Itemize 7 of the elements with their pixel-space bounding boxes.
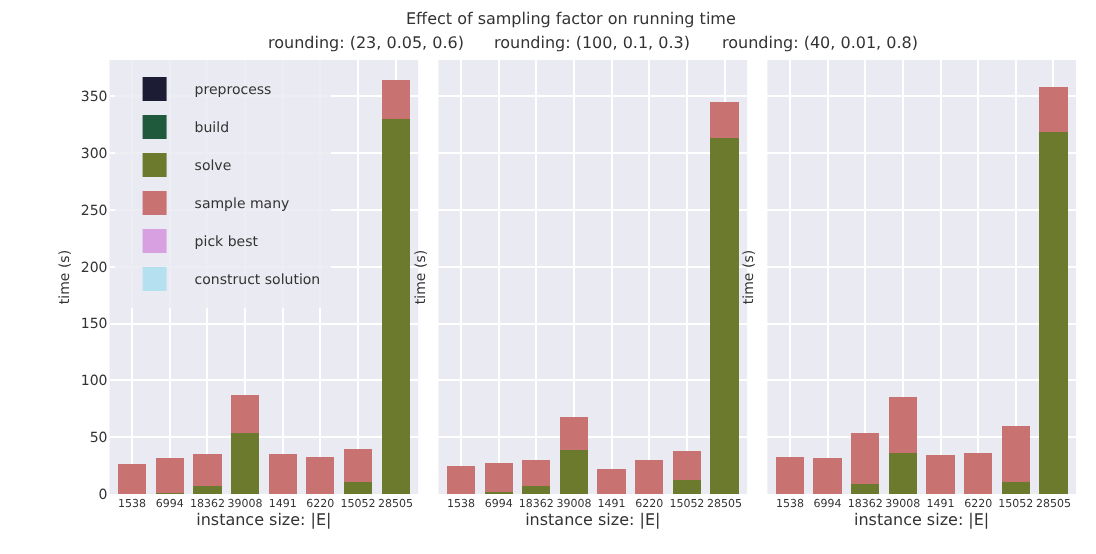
x-axis-title: instance size: |E|	[854, 511, 990, 530]
chart-title: rounding: (23, 0.05, 0.6)	[268, 34, 464, 52]
x-axis-title: instance size: |E|	[525, 511, 661, 530]
text: Effect of sampling factor on running time	[406, 10, 736, 28]
chart-title: rounding: (100, 0.1, 0.3)	[494, 34, 690, 52]
x-axis-title: instance size: |E|	[196, 511, 332, 530]
chart-title: rounding: (40, 0.01, 0.8)	[722, 34, 918, 52]
